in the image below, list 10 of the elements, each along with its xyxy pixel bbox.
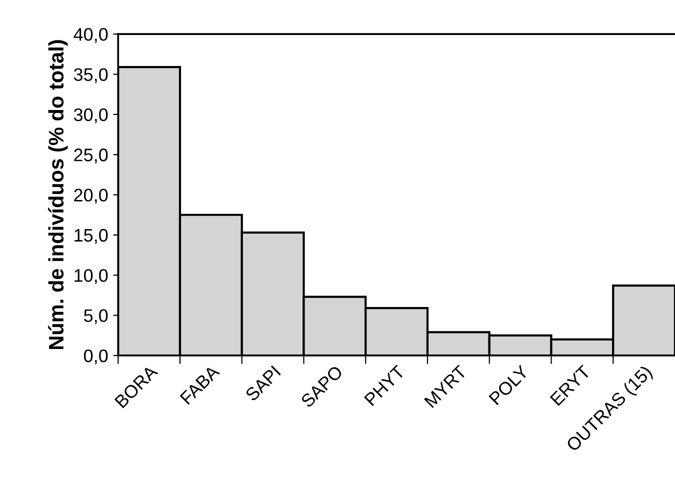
y-tick-label: 20,0 xyxy=(74,188,108,204)
y-tick-label: 30,0 xyxy=(74,108,108,124)
y-tick-label: 15,0 xyxy=(74,228,108,244)
y-tick-label: 10,0 xyxy=(74,269,108,284)
y-tick-label: 0,0 xyxy=(84,349,108,364)
y-tick-label: 35,0 xyxy=(74,68,108,84)
y-tick-label: 25,0 xyxy=(74,148,108,164)
y-tick-label: 40,0 xyxy=(74,28,108,43)
y-tick-label: 5,0 xyxy=(84,309,108,324)
y-axis-title: Núm. de indivíduos (% do total) xyxy=(48,40,68,350)
